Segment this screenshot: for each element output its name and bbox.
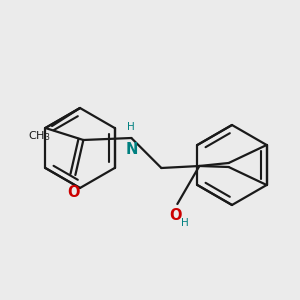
Text: O: O xyxy=(67,185,80,200)
Text: N: N xyxy=(125,142,137,157)
Text: O: O xyxy=(169,208,182,223)
Text: CH$_3$: CH$_3$ xyxy=(28,129,50,143)
Text: H: H xyxy=(128,122,135,132)
Text: H: H xyxy=(182,218,189,228)
